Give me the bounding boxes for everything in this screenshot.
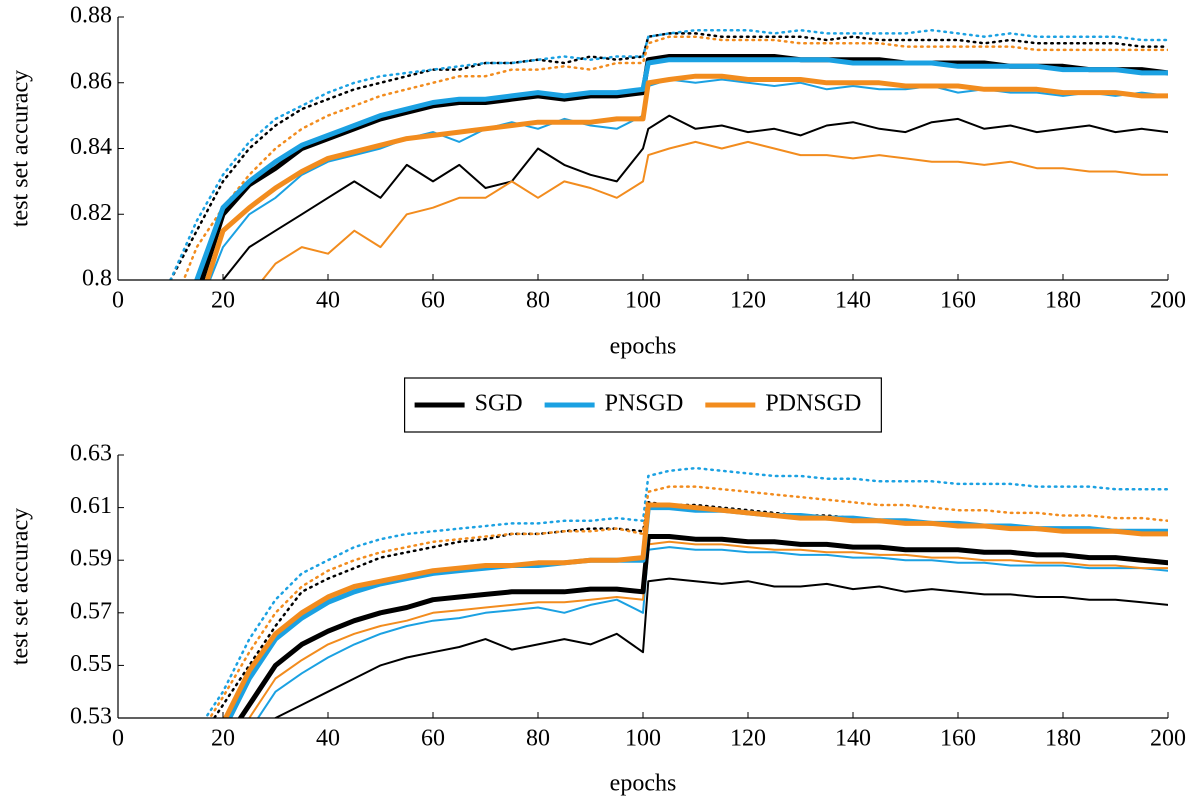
x-tick-label: 80 xyxy=(526,726,550,752)
legend-box xyxy=(403,377,882,433)
series-line xyxy=(194,57,1168,280)
legend-label: SGD xyxy=(475,391,523,417)
x-tick-label: 140 xyxy=(835,288,871,314)
series-line xyxy=(247,540,1168,718)
y-axis-label: test set accuracy xyxy=(8,508,34,665)
x-tick-label: 60 xyxy=(421,288,445,314)
chart: 0.8 0.82 0.84 0.86 0.88 0 20 40 60 80 100 120 140 160… xyxy=(8,3,1187,360)
y-tick-label: 0.61 xyxy=(70,493,112,519)
x-tick-label: 20 xyxy=(211,288,235,314)
y-tick-label: 0.53 xyxy=(70,704,112,730)
x-tick-label: 0 xyxy=(112,288,124,314)
series-line xyxy=(169,32,1168,280)
x-axis-label: epochs xyxy=(610,334,677,360)
y-tick-label: 0.86 xyxy=(70,68,112,94)
x-tick-label: 40 xyxy=(316,288,340,314)
y-tick-label: 0.8 xyxy=(82,266,112,292)
x-tick-label: 200 xyxy=(1150,726,1186,752)
y-tick-label: 0.82 xyxy=(70,200,112,226)
legend-label: PDNSGD xyxy=(765,391,861,417)
y-axis-label: test set accuracy xyxy=(8,70,34,227)
series-line xyxy=(256,546,1168,718)
series-line xyxy=(261,140,1168,280)
y-tick-label: 0.63 xyxy=(70,441,112,467)
x-tick-label: 100 xyxy=(625,288,661,314)
series-line xyxy=(204,466,1168,718)
x-tick-label: 180 xyxy=(1045,726,1081,752)
x-tick-label: 40 xyxy=(316,726,340,752)
series-line xyxy=(221,114,1168,280)
y-tick-label: 0.55 xyxy=(70,651,112,677)
x-tick-label: 100 xyxy=(625,726,661,752)
series-line xyxy=(274,577,1168,718)
x-tick-label: 200 xyxy=(1150,288,1186,314)
legend: SGD PNSGD PDNSGD xyxy=(403,377,882,433)
y-tick-label: 0.59 xyxy=(70,546,112,572)
x-tick-label: 80 xyxy=(526,288,550,314)
y-tick-label: 0.88 xyxy=(70,3,112,29)
y-tick-label: 0.57 xyxy=(70,598,112,624)
x-tick-label: 0 xyxy=(112,726,124,752)
x-axis-label: epochs xyxy=(610,771,677,797)
x-tick-label: 180 xyxy=(1045,288,1081,314)
x-tick-label: 60 xyxy=(421,726,445,752)
series-line xyxy=(204,73,1168,280)
x-tick-label: 120 xyxy=(730,288,766,314)
chart: 0.53 0.55 0.57 0.59 0.61 0.63 0 20 40 60 80 100 120 1… xyxy=(8,441,1187,797)
plot-area xyxy=(204,466,1168,718)
plot-area xyxy=(169,28,1168,280)
series-line xyxy=(182,35,1168,280)
series-line xyxy=(222,502,1168,718)
x-tick-label: 160 xyxy=(940,288,976,314)
y-tick-label: 0.84 xyxy=(70,134,112,160)
legend-label: PNSGD xyxy=(605,391,684,417)
series-line xyxy=(237,534,1168,718)
x-tick-label: 120 xyxy=(730,726,766,752)
series-line xyxy=(169,28,1168,280)
series-line xyxy=(208,485,1168,718)
x-tick-label: 160 xyxy=(940,726,976,752)
x-tick-label: 140 xyxy=(835,726,871,752)
x-tick-label: 20 xyxy=(211,726,235,752)
